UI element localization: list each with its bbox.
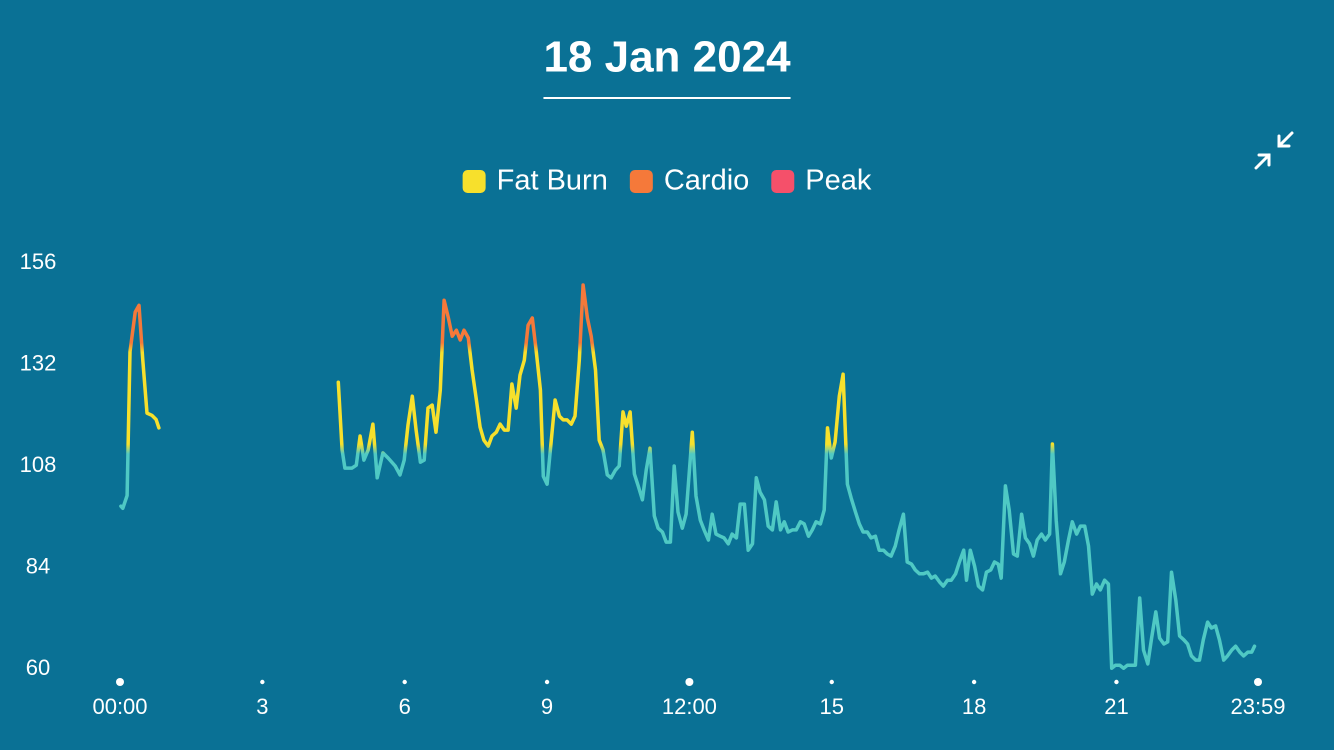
y-tick-label: 60 <box>26 655 50 680</box>
x-tick-label: 21 <box>1104 694 1128 719</box>
x-tick-dot <box>971 679 977 685</box>
x-tick-dot <box>402 679 407 685</box>
x-tick-label: 12:00 <box>662 694 717 719</box>
legend: Fat Burn Cardio Peak <box>462 165 872 197</box>
x-tick-dot <box>829 679 834 685</box>
legend-swatch <box>629 170 653 193</box>
x-tick-dot <box>685 678 694 686</box>
x-tick-dot <box>1254 678 1262 686</box>
x-tick-dot <box>544 679 550 685</box>
x-tick-dot <box>116 678 124 686</box>
x-tick-label: 00:00 <box>92 694 147 719</box>
x-tick-label: 23:59 <box>1230 694 1285 719</box>
x-tick-dot <box>1114 679 1119 685</box>
collapse-icon[interactable] <box>1254 131 1294 170</box>
x-tick-dot <box>260 679 265 685</box>
arrow-in <box>1277 131 1294 148</box>
y-tick-label: 84 <box>26 553 50 578</box>
y-tick-label: 108 <box>20 452 57 477</box>
legend-label: Peak <box>805 165 872 197</box>
x-tick-label: 15 <box>820 694 844 719</box>
legend-swatch <box>771 170 795 193</box>
chart-title[interactable]: 18 Jan 2024 <box>543 33 791 82</box>
x-tick-label: 6 <box>399 694 411 719</box>
legend-label: Cardio <box>664 165 749 197</box>
arrow-in <box>1254 153 1271 170</box>
y-tick-label: 156 <box>20 249 57 274</box>
x-tick-label: 3 <box>256 694 268 719</box>
legend-swatch <box>462 170 486 193</box>
x-tick-label: 9 <box>541 694 553 719</box>
y-tick-label: 132 <box>20 350 57 375</box>
x-tick-label: 18 <box>962 694 986 719</box>
legend-label: Fat Burn <box>497 165 608 197</box>
heart-rate-line <box>119 283 1257 670</box>
